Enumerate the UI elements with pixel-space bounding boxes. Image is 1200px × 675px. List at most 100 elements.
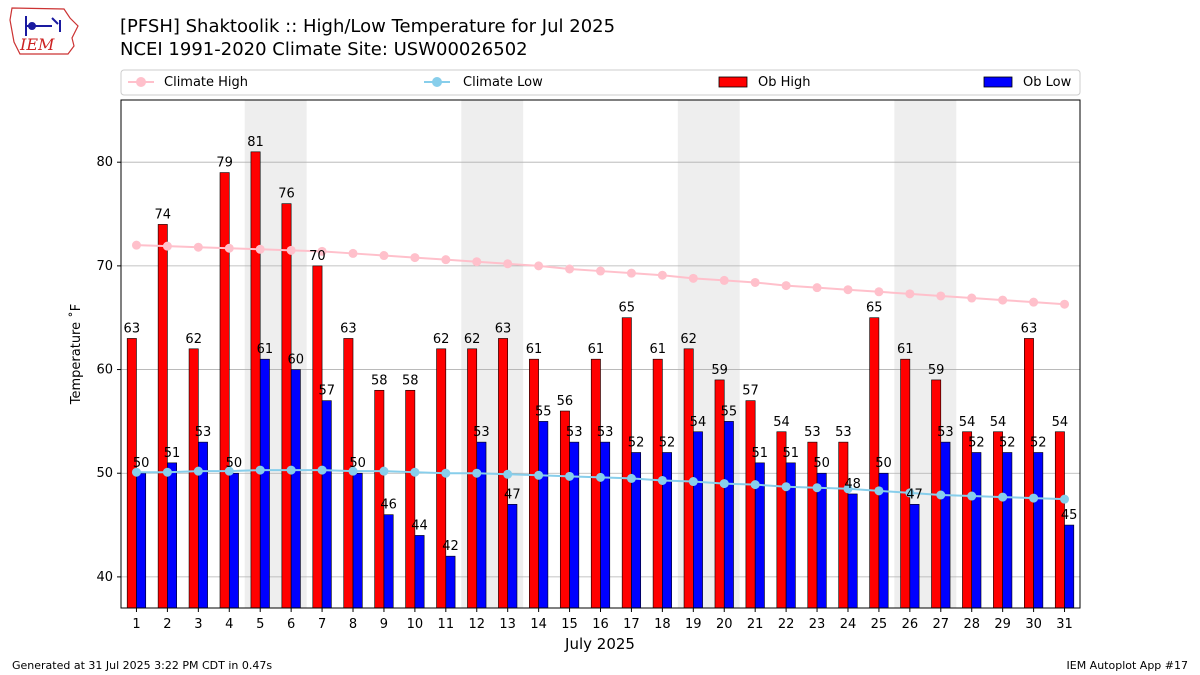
ob-low-bar [167,462,177,609]
x-axis-label: July 2025 [564,635,635,653]
app-credit: IEM Autoplot App #17 [1066,659,1189,672]
ob-high-label: 62 [680,332,697,347]
climate-high-point [596,266,605,276]
x-tick-label: 3 [194,617,202,632]
climate-high-point [193,242,203,252]
ob-high-bar [590,358,601,609]
ob-high-bar [157,224,168,609]
ob-high-label: 62 [433,332,450,347]
x-tick-label: 16 [592,617,609,632]
ob-high-label: 63 [124,321,141,336]
ob-low-label: 44 [411,518,428,533]
ob-low-bar [971,452,982,609]
ob-low-bar [909,504,920,609]
ob-high-bar [621,317,632,609]
ob-low-bar [816,472,827,609]
climate-lines [131,240,1070,504]
climate-high-point [162,241,172,251]
ob-high-bar [312,265,323,609]
ob-high-label: 54 [773,415,790,430]
ob-low-label: 60 [288,353,305,368]
ob-low-label: 54 [690,415,707,430]
climate-low-point [998,492,1008,502]
climate-low-point [162,467,172,477]
ob-high-bar [467,348,478,609]
climate-high-point [874,287,884,297]
ob-low-label: 47 [906,487,923,502]
ob-high-bar [529,358,539,609]
climate-high-point [998,295,1008,305]
iem-logo: IEM [9,7,79,55]
chart-title: [PFSH] Shaktoolik :: High/Low Temperatur… [120,16,616,37]
climate-low-point [843,484,853,494]
climate-low-point [534,470,544,480]
ob-high-label: 57 [742,384,759,399]
climate-low-point [441,468,451,478]
climate-low-point [812,483,822,493]
ob-low-label: 52 [659,435,676,450]
ob-high-bar [281,203,292,609]
climate-low-point [596,472,605,482]
x-tick-label: 31 [1056,617,1073,632]
ob-high-label: 70 [309,249,326,264]
x-tick-label: 27 [933,617,950,632]
ob-low-label: 61 [257,342,274,357]
x-tick-label: 23 [809,617,826,632]
ob-low-bar [538,421,549,609]
generated-timestamp: Generated at 31 Jul 2025 3:22 PM CDT in … [12,659,273,672]
x-tick-label: 28 [963,617,980,632]
ob-high-label: 58 [402,373,419,388]
climate-low-point [905,488,915,498]
climate-high-point [905,289,915,299]
ob-high-label: 76 [278,187,295,202]
climate-high-point [565,264,575,274]
ob-low-bar [1064,524,1075,609]
ob-high-bar [1024,338,1034,609]
ob-high-bar [962,431,973,609]
ob-low-label: 47 [504,487,521,502]
climate-low-point [688,477,698,487]
y-axis-label: Temperature ˚F [68,304,84,405]
x-tick-label: 21 [747,617,764,632]
ob-low-label: 50 [226,456,243,471]
y-tick-label: 70 [96,259,113,274]
ob-low-bar [1033,452,1044,609]
climate-low-point [472,468,482,478]
ob-low-bar [600,441,611,609]
ob-high-label: 63 [340,321,357,336]
climate-high-point [503,259,513,269]
climate-high-point [1060,299,1070,309]
x-tick-label: 19 [685,617,702,632]
ob-high-bar [250,151,261,609]
climate-high-point [472,257,482,267]
ob-low-bar [290,369,301,609]
ob-low-label: 50 [349,456,366,471]
ob-high-label: 65 [619,301,636,316]
climate-low-point [410,467,420,477]
ob-high-label: 54 [959,415,976,430]
climate-high-point [224,243,234,253]
y-tick-label: 80 [96,155,113,170]
ob-high-bar [559,410,570,609]
ob-low-label: 51 [782,446,799,461]
ob-low-label: 53 [473,425,490,440]
climate-low-point [379,466,389,476]
ob-high-label: 62 [464,332,481,347]
ob-low-label: 53 [566,425,583,440]
ob-high-label: 61 [897,342,914,357]
ob-high-label: 74 [154,207,171,222]
bars [126,151,1075,609]
ob-low-label: 52 [999,435,1016,450]
x-tick-label: 8 [349,617,357,632]
ob-high-bar [900,358,911,609]
ob-high-label: 56 [557,394,574,409]
x-tick-label: 7 [318,617,326,632]
weather-station-icon [25,16,61,36]
ob-low-bar [228,472,239,609]
x-tick-label: 9 [380,617,388,632]
ob-low-label: 57 [318,384,335,399]
climate-low-point [317,465,327,475]
ob-low-label: 51 [752,446,769,461]
climate-low-point [286,465,296,475]
